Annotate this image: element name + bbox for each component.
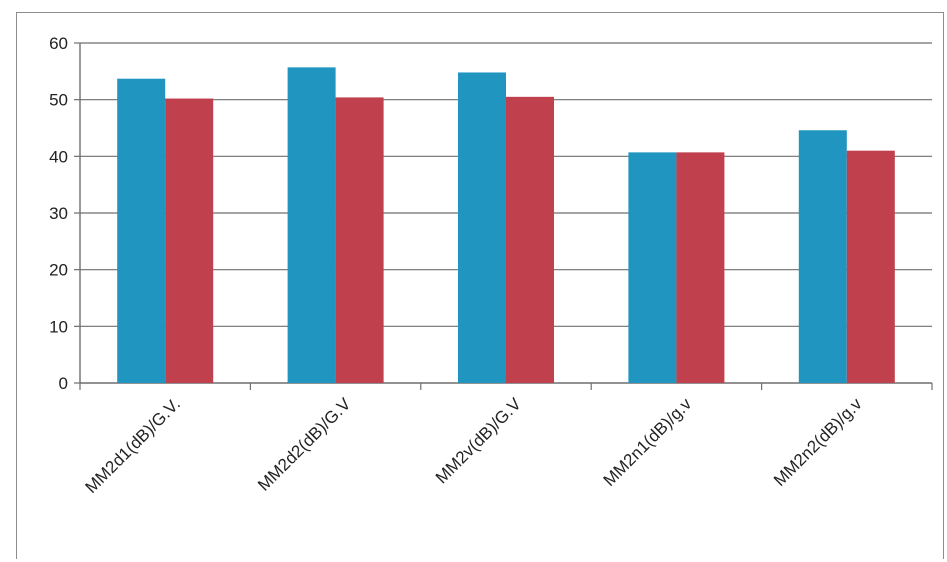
x-category-label: MM2n1(dB)/g.v bbox=[600, 394, 696, 490]
bar-series-2 bbox=[335, 97, 384, 384]
bar-series-2 bbox=[506, 96, 554, 383]
bar-series-1 bbox=[798, 130, 847, 383]
y-tick-label: 60 bbox=[49, 34, 68, 53]
y-tick-label: 40 bbox=[49, 147, 68, 166]
x-category-label: MM2v(dB)/G.V bbox=[432, 394, 525, 487]
bar-series-2 bbox=[846, 150, 895, 383]
bar-series-1 bbox=[628, 152, 677, 383]
bar-series-1 bbox=[117, 78, 166, 383]
x-category-label: MM2d1(dB)/G.V. bbox=[82, 394, 185, 497]
y-tick-label: 20 bbox=[49, 261, 68, 280]
bars bbox=[117, 67, 895, 384]
bar-series-2 bbox=[676, 152, 725, 383]
y-tick-label: 0 bbox=[59, 374, 68, 393]
bar-series-1 bbox=[287, 67, 336, 383]
x-category-label: MM2n2(dB)/g.v bbox=[770, 394, 866, 490]
bar-series-1 bbox=[458, 72, 506, 383]
x-category-label: MM2d2(dB)/G.V bbox=[254, 394, 355, 495]
y-tick-label: 50 bbox=[49, 91, 68, 110]
y-tick-label: 10 bbox=[49, 317, 68, 336]
y-tick-label: 30 bbox=[49, 204, 68, 223]
bar-series-2 bbox=[165, 98, 214, 384]
